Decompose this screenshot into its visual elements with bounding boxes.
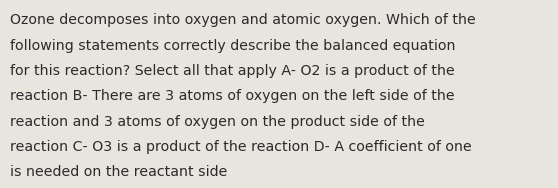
Text: Ozone decomposes into oxygen and atomic oxygen. Which of the: Ozone decomposes into oxygen and atomic …: [10, 13, 476, 27]
Text: reaction and 3 atoms of oxygen on the product side of the: reaction and 3 atoms of oxygen on the pr…: [10, 115, 425, 129]
Text: is needed on the reactant side: is needed on the reactant side: [10, 165, 228, 179]
Text: reaction B- There are 3 atoms of oxygen on the left side of the: reaction B- There are 3 atoms of oxygen …: [10, 89, 455, 103]
Text: following statements correctly describe the balanced equation: following statements correctly describe …: [10, 39, 455, 52]
Text: reaction C- O3 is a product of the reaction D- A coefficient of one: reaction C- O3 is a product of the react…: [10, 140, 472, 154]
Text: for this reaction? Select all that apply A- O2 is a product of the: for this reaction? Select all that apply…: [10, 64, 455, 78]
